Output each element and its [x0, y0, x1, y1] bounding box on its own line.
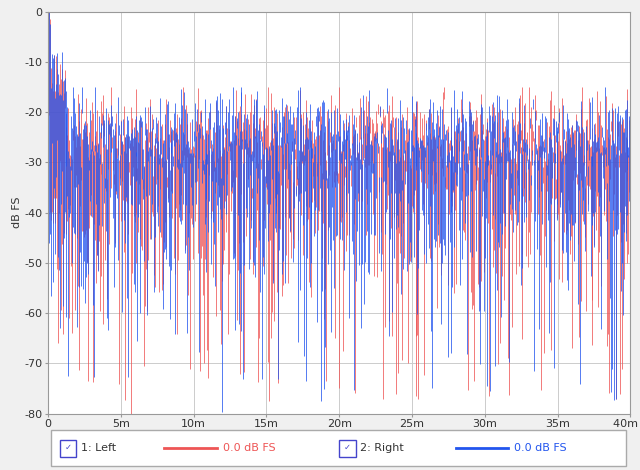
FancyBboxPatch shape [51, 431, 627, 466]
Text: ✓: ✓ [344, 443, 351, 452]
Y-axis label: dB FS: dB FS [12, 197, 22, 228]
Text: 0.0 dB FS: 0.0 dB FS [223, 443, 275, 453]
Text: 0.0 dB FS: 0.0 dB FS [514, 443, 566, 453]
Bar [60, 440, 76, 457]
Text: ✓: ✓ [64, 443, 71, 452]
Text: 1: Left: 1: Left [81, 443, 116, 453]
Text: 2: Right: 2: Right [360, 443, 404, 453]
Bar [339, 440, 355, 457]
